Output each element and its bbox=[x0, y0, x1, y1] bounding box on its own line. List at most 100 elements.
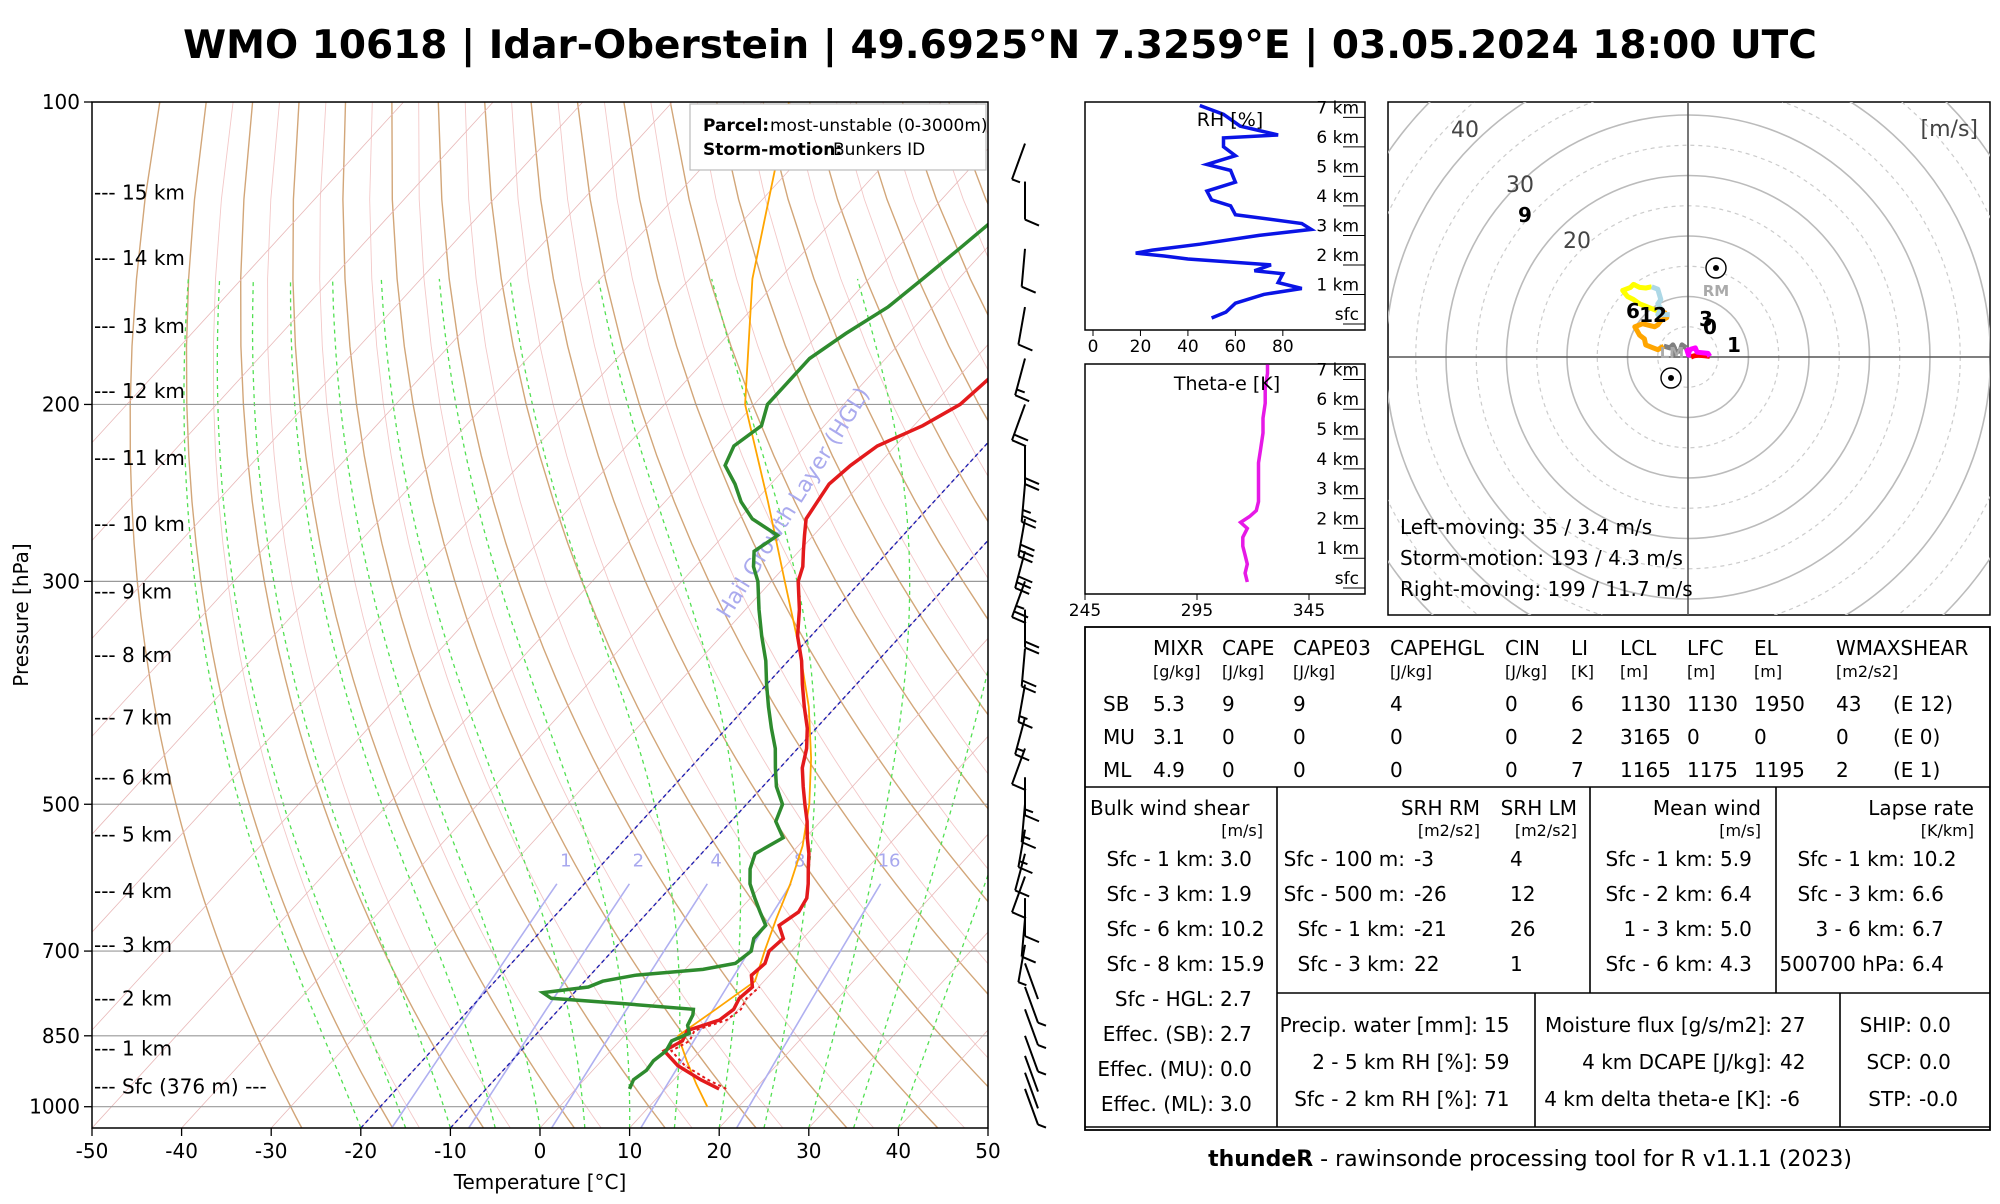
lapse-unit: [K/km] bbox=[1921, 821, 1974, 840]
hodo-info-line: Right-moving: 199 / 11.7 m/s bbox=[1400, 577, 1693, 601]
moist-adiabat bbox=[213, 102, 419, 1128]
hodo-ring-label: 40 bbox=[1451, 118, 1479, 143]
barb-flag bbox=[1012, 912, 1026, 918]
mean-wind-label: Sfc - 1 km: bbox=[1605, 847, 1713, 871]
barb-half bbox=[1023, 510, 1031, 513]
height-label: --- 11 km bbox=[94, 446, 185, 470]
param-cell: 0 bbox=[1390, 725, 1403, 749]
moist-adiabat-green bbox=[291, 279, 496, 1128]
mean-wind-value: 6.4 bbox=[1720, 882, 1752, 906]
rh-km-label: 6 km bbox=[1316, 128, 1359, 148]
mean-wind-value: 5.0 bbox=[1720, 917, 1752, 941]
thetae-km-label: 1 km bbox=[1316, 539, 1359, 559]
moisture-label: Sfc - 2 km RH [%]: bbox=[1294, 1087, 1478, 1111]
param-cell: 0 bbox=[1222, 758, 1235, 782]
height-label: --- 1 km bbox=[94, 1036, 172, 1060]
param-column-header: CIN bbox=[1505, 636, 1540, 660]
bulk-value: 2.7 bbox=[1220, 1022, 1252, 1046]
srh-rm-value: -3 bbox=[1414, 847, 1434, 871]
barb-flag bbox=[1012, 617, 1026, 623]
srh-rm-value: -26 bbox=[1414, 882, 1447, 906]
hgl-label: Hail Growth Layer (HGL) bbox=[712, 383, 875, 623]
thetae-km-label: 7 km bbox=[1316, 360, 1359, 380]
x-tick-label: 0 bbox=[534, 1139, 547, 1163]
y-axis-label: Pressure [hPa] bbox=[9, 543, 33, 686]
barb-flag bbox=[1014, 435, 1028, 441]
srh-label: Sfc - 3 km: bbox=[1297, 952, 1405, 976]
legend: Parcel:most-unstable (0-3000m)Storm-moti… bbox=[690, 104, 988, 170]
rm-label: RM bbox=[1703, 282, 1729, 300]
height-label: --- 7 km bbox=[94, 706, 172, 730]
param-cell: 9 bbox=[1293, 692, 1306, 716]
moist-adiabat-green bbox=[184, 279, 361, 1128]
hodo-height-label: 12 bbox=[1639, 303, 1667, 327]
barb-flag bbox=[1020, 545, 1034, 551]
lapse-label: Sfc - 1 km: bbox=[1797, 847, 1905, 871]
mixing-ratio-line bbox=[737, 884, 881, 1128]
param-column-unit: [K] bbox=[1571, 662, 1594, 681]
param-column-header: LFC bbox=[1687, 636, 1724, 660]
param-cell: 1195 bbox=[1754, 758, 1805, 782]
param-column-header: CAPEHGL bbox=[1390, 636, 1485, 660]
param-cell: 1130 bbox=[1620, 692, 1671, 716]
param-column-header: CAPE bbox=[1222, 636, 1274, 660]
barb-shaft bbox=[1012, 144, 1025, 180]
y-tick-label: 700 bbox=[42, 939, 80, 963]
srh-label: Sfc - 100 m: bbox=[1284, 847, 1405, 871]
index-label: SHIP: bbox=[1860, 1013, 1912, 1037]
bulk-label: Sfc - 3 km: bbox=[1106, 882, 1214, 906]
rh-km-label: 4 km bbox=[1316, 187, 1359, 207]
height-label: --- 4 km bbox=[94, 879, 172, 903]
barb-flag bbox=[1015, 395, 1029, 401]
bulk-label: Effec. (ML): bbox=[1101, 1092, 1214, 1116]
barb-flag bbox=[1025, 220, 1039, 226]
barb-half bbox=[1017, 749, 1025, 752]
y-tick-label: 1000 bbox=[29, 1095, 80, 1119]
param-column-unit: [m] bbox=[1754, 662, 1782, 681]
x-tick-label: 10 bbox=[617, 1139, 642, 1163]
lapse-value: 6.7 bbox=[1912, 917, 1944, 941]
param-cell: 0 bbox=[1687, 725, 1700, 749]
mean-wind-label: Sfc - 2 km: bbox=[1605, 882, 1713, 906]
thetae-km-label: 4 km bbox=[1316, 450, 1359, 470]
y-tick-label: 300 bbox=[42, 569, 80, 593]
legend-parcel-value: most-unstable (0-3000m) bbox=[770, 116, 988, 136]
barb-shaft bbox=[1018, 307, 1025, 344]
moist-adiabat-green bbox=[217, 279, 405, 1128]
footer-bold: thundeR bbox=[1208, 1147, 1313, 1172]
param-cell: 1175 bbox=[1687, 758, 1738, 782]
barb-flag bbox=[1018, 556, 1032, 562]
param-cell: 6 bbox=[1571, 692, 1584, 716]
param-column-header: MIXR bbox=[1153, 636, 1204, 660]
mean-wind-unit: [m/s] bbox=[1719, 821, 1761, 840]
barb-shaft bbox=[1022, 249, 1025, 287]
param-cell: 3165 bbox=[1620, 725, 1671, 749]
bulk-value: 0.0 bbox=[1220, 1057, 1252, 1081]
barb-flag bbox=[1025, 815, 1039, 821]
figure-title: WMO 10618 | Idar-Oberstein | 49.6925°N 7… bbox=[183, 23, 1817, 68]
bulk-label: Sfc - 8 km: bbox=[1106, 952, 1214, 976]
param-cell: 7 bbox=[1571, 758, 1584, 782]
thetae-title: Theta-e [K] bbox=[1173, 373, 1280, 395]
rm-marker-dot bbox=[1713, 265, 1719, 271]
barb-shaft bbox=[1025, 1056, 1038, 1092]
height-label: --- 13 km bbox=[94, 314, 185, 338]
lm-label: LM bbox=[1660, 344, 1685, 362]
index-value: 0.0 bbox=[1919, 1013, 1951, 1037]
barb-flag bbox=[1025, 642, 1039, 648]
index-value: -0.0 bbox=[1919, 1087, 1958, 1111]
thetae-km-label: 6 km bbox=[1316, 390, 1359, 410]
rh-km-label: sfc bbox=[1335, 305, 1359, 325]
rh-km-label: 2 km bbox=[1316, 246, 1359, 266]
lm-marker-dot bbox=[1668, 375, 1674, 381]
mean-wind-label: Sfc - 6 km: bbox=[1605, 952, 1713, 976]
height-label: --- 9 km bbox=[94, 579, 172, 603]
param-cell: ML bbox=[1103, 758, 1132, 782]
moist-adiabat-green bbox=[333, 279, 540, 1128]
x-tick-label: -30 bbox=[255, 1139, 288, 1163]
param-cell: 0 bbox=[1505, 692, 1518, 716]
param-cell: 0 bbox=[1293, 725, 1306, 749]
barb-half bbox=[1025, 809, 1033, 812]
